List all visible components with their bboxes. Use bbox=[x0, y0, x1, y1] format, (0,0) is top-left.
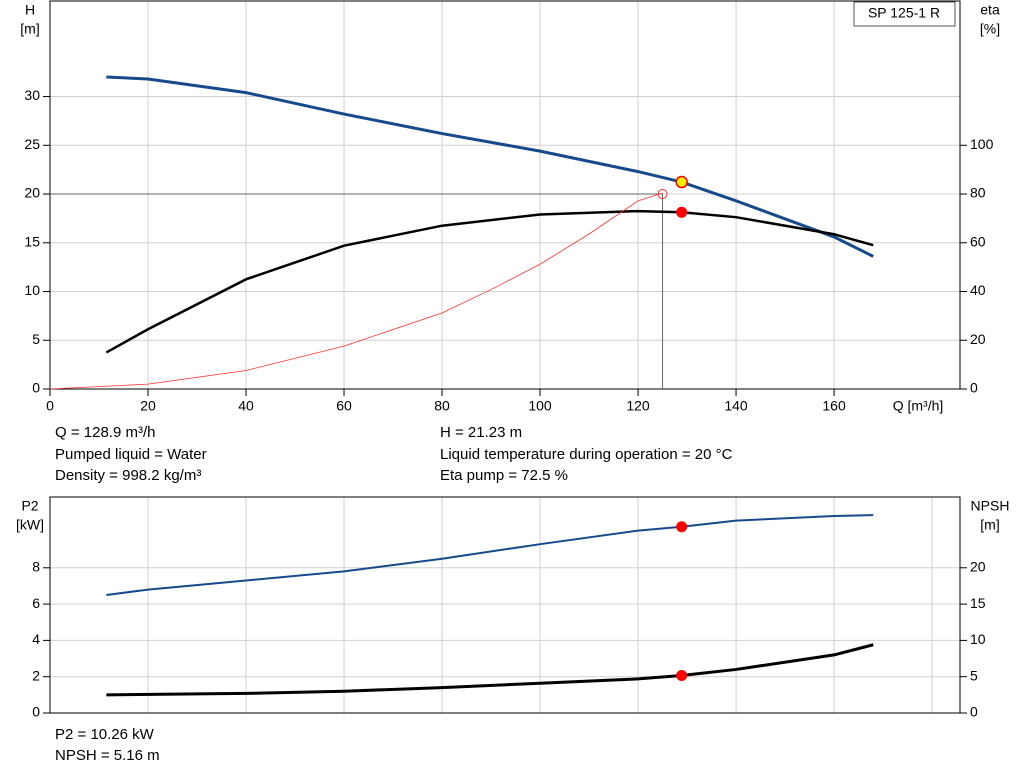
y2-label: eta bbox=[980, 2, 1000, 18]
curve bbox=[106, 75, 874, 258]
plot-frame bbox=[49, 0, 961, 390]
y2-tick-label: 40 bbox=[970, 282, 986, 298]
y2-tick-label: 0 bbox=[970, 380, 978, 396]
y-tick-label: 5 bbox=[32, 331, 40, 347]
operating-point bbox=[657, 189, 668, 200]
x-tick-label: 20 bbox=[140, 398, 156, 414]
curve bbox=[105, 209, 874, 354]
info-text: Eta pump = 72.5 % bbox=[440, 467, 568, 484]
info-text: Pumped liquid = Water bbox=[55, 446, 207, 463]
info-text: Density = 998.2 kg/m³ bbox=[55, 467, 201, 484]
x-tick-label: 160 bbox=[822, 398, 846, 414]
y-unit: [kW] bbox=[16, 517, 44, 533]
y2-tick-label: 20 bbox=[970, 331, 986, 347]
y-unit: [m] bbox=[20, 21, 39, 37]
x-tick-label: 40 bbox=[238, 398, 254, 414]
y-tick-label: 8 bbox=[32, 558, 40, 574]
x-tick-label: 140 bbox=[724, 398, 748, 414]
y2-tick-label: 15 bbox=[970, 595, 986, 611]
y-tick-label: 15 bbox=[24, 233, 40, 249]
x-tick-label: 100 bbox=[528, 398, 552, 414]
y2-unit: [m] bbox=[980, 517, 999, 533]
plot-frame bbox=[49, 496, 961, 714]
duty-point bbox=[676, 670, 688, 682]
y-tick-label: 20 bbox=[24, 185, 40, 201]
x-tick-label: 80 bbox=[434, 398, 450, 414]
info-text: NPSH = 5.16 m bbox=[55, 747, 160, 764]
y2-unit: [%] bbox=[980, 21, 1000, 37]
info-text: P2 = 10.26 kW bbox=[55, 726, 155, 743]
y-tick-label: 6 bbox=[32, 595, 40, 611]
x-tick-label: 120 bbox=[626, 398, 650, 414]
curve bbox=[106, 643, 874, 697]
y2-tick-label: 60 bbox=[970, 233, 986, 249]
y2-tick-label: 0 bbox=[970, 704, 978, 720]
y2-tick-label: 5 bbox=[970, 667, 978, 683]
curve bbox=[49, 192, 663, 390]
info-text: Q = 128.9 m³/h bbox=[55, 424, 155, 441]
y-tick-label: 0 bbox=[32, 704, 40, 720]
y2-tick-label: 100 bbox=[970, 136, 994, 152]
y-label: P2 bbox=[21, 498, 38, 514]
pump-label: SP 125-1 R bbox=[868, 5, 940, 21]
y-tick-label: 30 bbox=[24, 87, 40, 103]
y-tick-label: 25 bbox=[24, 136, 40, 152]
y-label: H bbox=[25, 2, 35, 18]
y2-tick-label: 80 bbox=[970, 185, 986, 201]
duty-point bbox=[676, 521, 688, 533]
y-tick-label: 10 bbox=[24, 282, 40, 298]
y-tick-label: 4 bbox=[32, 631, 40, 647]
duty-point bbox=[676, 206, 688, 218]
label-box bbox=[853, 1, 956, 27]
info-text: Liquid temperature during operation = 20… bbox=[440, 446, 733, 463]
y2-tick-label: 10 bbox=[970, 631, 986, 647]
x-tick-label: 0 bbox=[46, 398, 54, 414]
info-text: H = 21.23 m bbox=[440, 424, 522, 441]
x-tick-label: 60 bbox=[336, 398, 352, 414]
y-tick-label: 2 bbox=[32, 667, 40, 683]
y-tick-label: 0 bbox=[32, 380, 40, 396]
duty-point bbox=[675, 175, 688, 189]
y2-tick-label: 20 bbox=[970, 558, 986, 574]
x-label: Q [m³/h] bbox=[893, 398, 944, 414]
curve bbox=[106, 514, 874, 597]
y2-label: NPSH bbox=[971, 498, 1010, 514]
